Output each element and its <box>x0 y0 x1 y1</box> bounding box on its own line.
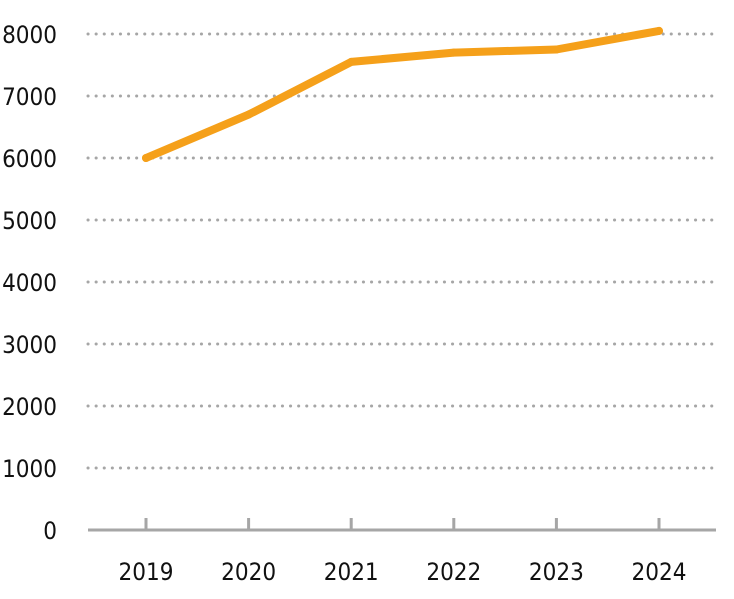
y-tick-label: 7000 <box>2 83 57 111</box>
x-tick-label: 2021 <box>324 558 379 586</box>
x-axis <box>88 518 716 532</box>
series-line-0 <box>142 26 663 162</box>
data-point <box>142 154 150 162</box>
data-point <box>347 57 356 66</box>
y-tick-label: 8000 <box>2 21 57 49</box>
y-tick-label: 2000 <box>2 393 57 421</box>
x-tick-label: 2023 <box>529 558 584 586</box>
data-point <box>552 45 561 54</box>
x-tick-label: 2020 <box>221 558 276 586</box>
data-point <box>655 26 663 35</box>
x-axis-tick-labels: 2019 2020 2021 2022 2023 2024 <box>119 558 687 586</box>
y-tick-label: 0 <box>43 517 57 545</box>
x-tick-label: 2024 <box>632 558 687 586</box>
x-tick-label: 2022 <box>426 558 481 586</box>
series-layer <box>142 26 663 162</box>
y-axis-tick-labels: 0 1000 2000 3000 4000 5000 6000 7000 8000 <box>2 21 57 545</box>
grid-lines <box>86 32 718 470</box>
y-tick-label: 4000 <box>2 269 57 297</box>
y-tick-label: 1000 <box>2 455 57 483</box>
y-tick-label: 6000 <box>2 145 57 173</box>
data-point <box>244 110 253 119</box>
y-tick-label: 3000 <box>2 331 57 359</box>
x-tick-label: 2019 <box>119 558 174 586</box>
y-tick-label: 5000 <box>2 207 57 235</box>
data-point <box>449 48 458 57</box>
